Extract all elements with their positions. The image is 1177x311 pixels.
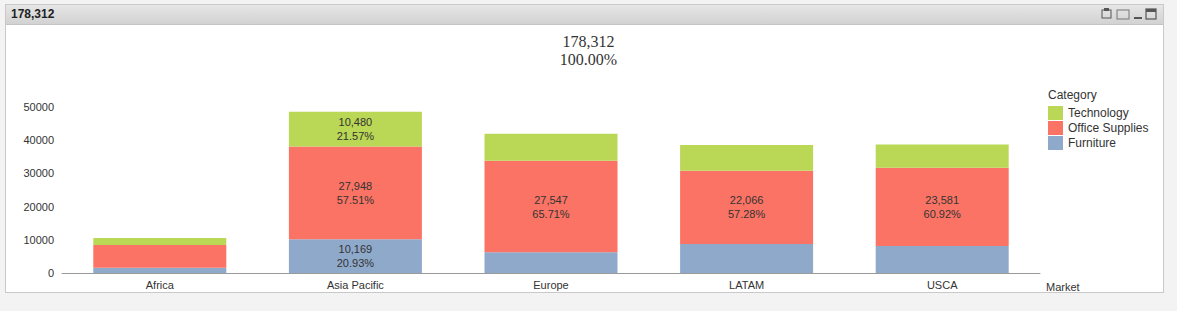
svg-text:Furniture: Furniture bbox=[1068, 136, 1116, 150]
svg-text:Africa: Africa bbox=[146, 279, 175, 291]
svg-text:10000: 10000 bbox=[23, 234, 54, 246]
svg-text:57.51%: 57.51% bbox=[337, 194, 375, 206]
svg-text:40000: 40000 bbox=[23, 134, 54, 146]
svg-text:Market: Market bbox=[1046, 281, 1080, 293]
svg-text:27,948: 27,948 bbox=[339, 180, 373, 192]
svg-text:0: 0 bbox=[48, 267, 54, 279]
svg-text:27,547: 27,547 bbox=[534, 194, 568, 206]
svg-text:60.92%: 60.92% bbox=[924, 208, 962, 220]
svg-text:50000: 50000 bbox=[23, 101, 54, 113]
svg-text:65.71%: 65.71% bbox=[532, 208, 570, 220]
svg-text:Europe: Europe bbox=[533, 279, 568, 291]
svg-text:22,066: 22,066 bbox=[730, 194, 764, 206]
svg-text:Asia Pacific: Asia Pacific bbox=[327, 279, 384, 291]
svg-text:USCA: USCA bbox=[927, 279, 958, 291]
svg-text:57.28%: 57.28% bbox=[728, 208, 766, 220]
svg-text:30000: 30000 bbox=[23, 167, 54, 179]
svg-text:10,169: 10,169 bbox=[339, 243, 373, 255]
svg-text:Office Supplies: Office Supplies bbox=[1068, 121, 1149, 135]
svg-text:178,312: 178,312 bbox=[563, 33, 615, 50]
svg-text:20.93%: 20.93% bbox=[337, 257, 375, 269]
svg-text:10,480: 10,480 bbox=[339, 116, 373, 128]
html-text:178,312: 178,312 bbox=[11, 7, 55, 21]
svg-text:20000: 20000 bbox=[23, 201, 54, 213]
svg-text:Category: Category bbox=[1048, 88, 1097, 102]
svg-text:23,581: 23,581 bbox=[925, 194, 959, 206]
svg-text:100.00%: 100.00% bbox=[560, 51, 617, 68]
svg-text:21.57%: 21.57% bbox=[337, 130, 375, 142]
svg-text:Technology: Technology bbox=[1068, 106, 1129, 120]
svg-text:LATAM: LATAM bbox=[729, 279, 764, 291]
